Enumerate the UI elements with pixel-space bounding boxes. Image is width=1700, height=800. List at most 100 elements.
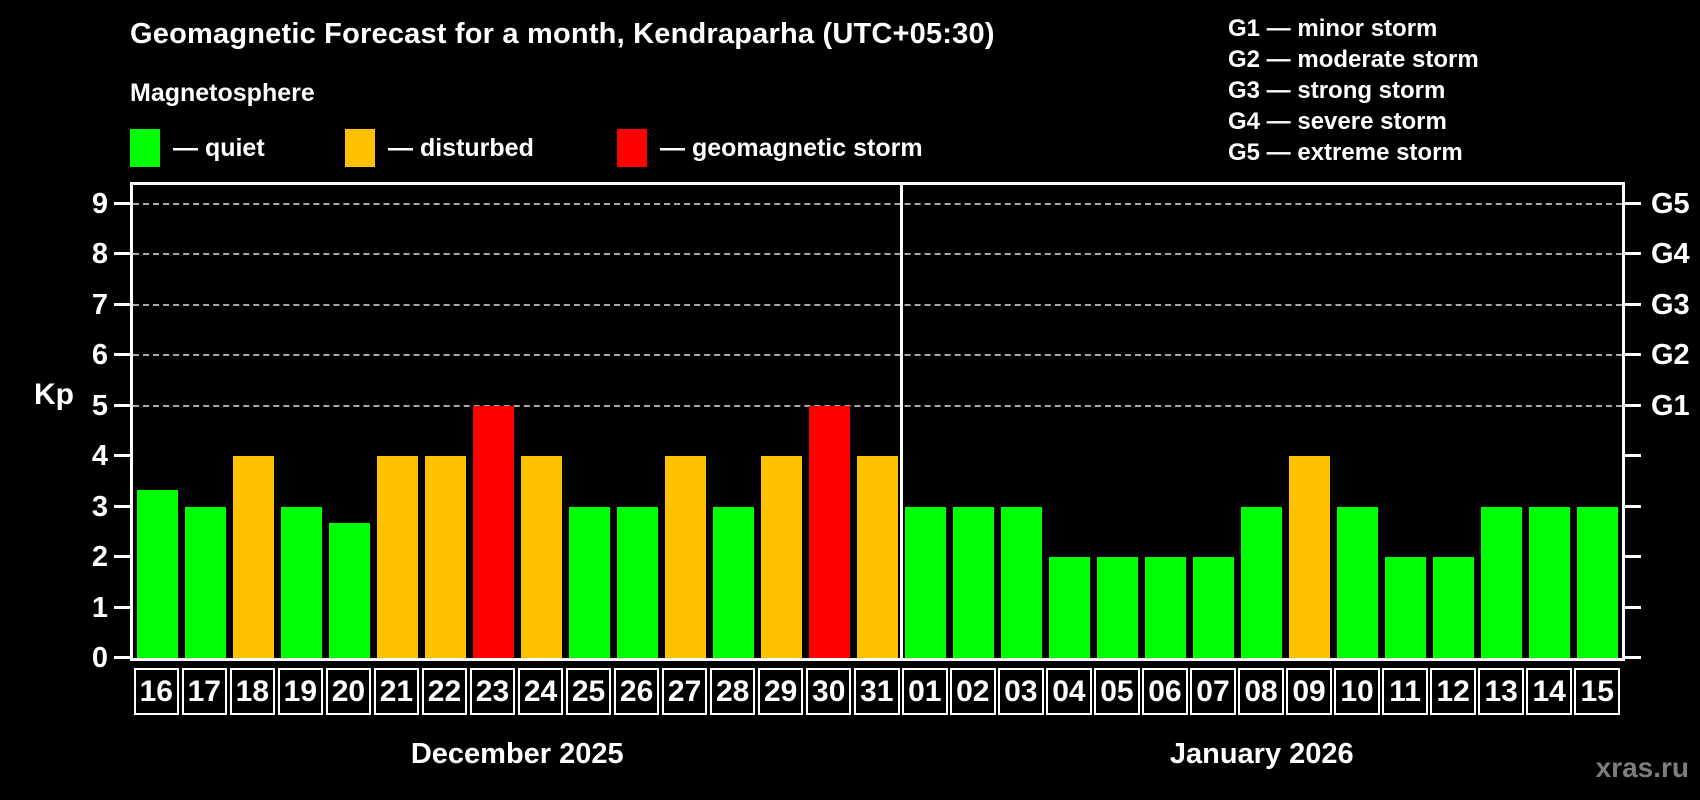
date-cell: 24: [517, 668, 564, 715]
right-tick: [1625, 403, 1641, 407]
g-level-label: G1: [1651, 389, 1690, 422]
y-tick: [114, 656, 130, 659]
date-cell: 08: [1238, 668, 1284, 715]
kp-bar: [1577, 506, 1619, 658]
y-tick-label: 6: [91, 339, 108, 371]
plot-area: [130, 182, 1625, 661]
kp-bar: [1529, 506, 1571, 658]
y-tick: [114, 555, 130, 558]
date-cell: 28: [709, 668, 756, 715]
kp-bar: [760, 456, 802, 658]
legend-item-quiet: — quiet: [130, 128, 265, 168]
kp-bar: [376, 456, 418, 658]
kp-bar: [808, 405, 850, 658]
date-cell: 01: [902, 668, 948, 715]
y-tick: [114, 353, 130, 356]
kp-bar: [1337, 506, 1379, 658]
date-cell: 23: [469, 668, 516, 715]
date-cell: 26: [613, 668, 660, 715]
plot-inner: [133, 185, 1622, 658]
kp-bar: [1385, 557, 1427, 658]
gridline-kp5: [133, 404, 1622, 407]
kp-bar: [1193, 557, 1235, 658]
quiet-color-swatch: [130, 129, 160, 167]
kp-bar: [953, 506, 995, 658]
gridline-kp7: [133, 303, 1622, 306]
chart-title: Geomagnetic Forecast for a month, Kendra…: [130, 18, 995, 50]
kp-bar: [184, 506, 226, 658]
y-tick-label: 3: [91, 490, 108, 523]
right-tick: [1625, 605, 1641, 609]
kp-bar: [856, 456, 898, 658]
date-cell: 21: [373, 668, 420, 715]
kp-bar: [664, 456, 706, 658]
watermark: xras.ru: [1595, 752, 1689, 783]
date-cell: 19: [277, 668, 324, 715]
date-cell: 27: [661, 668, 708, 715]
date-cell: 22: [421, 668, 468, 715]
kp-bar: [232, 456, 274, 658]
date-cell: 06: [1142, 668, 1188, 715]
date-cell: 04: [1046, 668, 1092, 715]
kp-bar: [712, 506, 754, 658]
storm-scale-g4: G4 — severe storm: [1228, 108, 1447, 135]
y-tick-label: 5: [91, 389, 108, 422]
right-tick: [1625, 201, 1641, 205]
gridline-kp9: [133, 202, 1622, 205]
kp-bar: [424, 456, 466, 658]
date-cell: 07: [1190, 668, 1236, 715]
date-cell: 15: [1574, 668, 1620, 715]
y-tick-label: 0: [91, 642, 108, 674]
y-tick-label: 1: [91, 591, 108, 624]
kp-bar: [1001, 506, 1043, 658]
date-cell: 03: [998, 668, 1044, 715]
y-tick-label: 4: [91, 440, 108, 472]
storm-scale-g1: G1 — minor storm: [1228, 15, 1438, 42]
kp-bar: [328, 523, 370, 658]
y-tick-label: 9: [91, 187, 108, 220]
kp-bar: [1145, 557, 1187, 658]
kp-bar: [1289, 456, 1331, 658]
date-cell: 09: [1286, 668, 1332, 715]
month-label-december: December 2025: [410, 738, 624, 770]
date-cell: 31: [853, 668, 900, 715]
right-tick: [1625, 555, 1641, 558]
storm-scale-g3: G3 — strong storm: [1228, 77, 1446, 104]
gridline-kp6: [133, 354, 1622, 356]
chart-subtitle: Magnetosphere: [130, 79, 315, 107]
date-cell: 12: [1430, 668, 1476, 715]
legend-item-storm: — geomagnetic storm: [617, 128, 923, 168]
g-level-label: G5: [1651, 187, 1690, 220]
kp-bar: [905, 506, 947, 658]
right-tick: [1625, 454, 1641, 457]
right-tick: [1625, 504, 1641, 508]
kp-bar: [1049, 557, 1091, 658]
g-level-label: G4: [1651, 238, 1690, 270]
y-tick-label: 8: [91, 238, 108, 270]
storm-scale-legend: G1 — minor storm G2 — moderate storm G3 …: [1228, 13, 1479, 168]
legend-label-storm: — geomagnetic storm: [660, 133, 923, 162]
kp-bar: [520, 456, 562, 658]
storm-scale-g2: G2 — moderate storm: [1228, 46, 1479, 73]
kp-bar: [472, 405, 514, 658]
y-tick-label: 2: [91, 541, 108, 573]
kp-bar: [1433, 557, 1475, 658]
y-tick: [114, 605, 130, 609]
legend-label-disturbed: — disturbed: [388, 133, 534, 162]
y-tick: [114, 302, 130, 306]
right-tick: [1625, 302, 1641, 306]
kp-bar: [1097, 557, 1139, 658]
date-cell: 14: [1526, 668, 1572, 715]
kp-bar: [568, 506, 610, 658]
date-cell: 05: [1094, 668, 1140, 715]
date-cell: 13: [1478, 668, 1524, 715]
right-tick: [1625, 656, 1641, 659]
date-cell: 18: [229, 668, 276, 715]
legend-item-disturbed: — disturbed: [345, 128, 534, 168]
date-cell: 29: [757, 668, 804, 715]
gridline-kp8: [133, 253, 1622, 255]
month-label-january: January 2026: [1169, 738, 1354, 770]
kp-bar: [1241, 506, 1283, 658]
y-tick: [114, 454, 130, 457]
